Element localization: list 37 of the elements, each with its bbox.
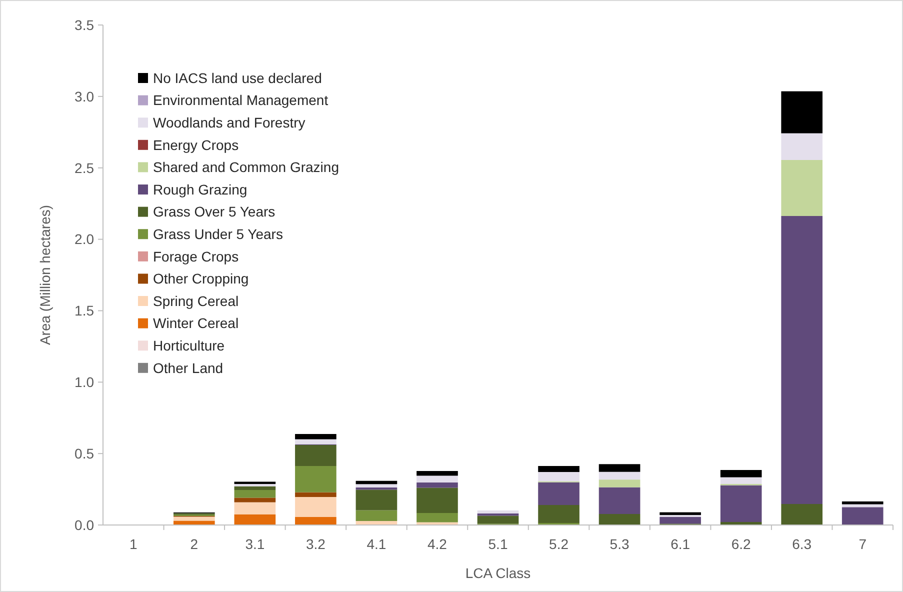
y-tick-label: 1.0 — [74, 374, 94, 390]
legend-label: Other Land — [153, 360, 224, 376]
legend-label: Energy Crops — [153, 136, 239, 153]
x-tick-label: 6.3 — [792, 536, 812, 552]
y-tick-label: 2.5 — [74, 160, 94, 176]
x-tick-label: 3.1 — [245, 536, 265, 552]
x-axis-title: LCA Class — [465, 565, 531, 581]
x-tick-label: 2 — [190, 536, 198, 552]
x-tick-label: 5.1 — [488, 536, 508, 552]
y-axis-title: Area (Million hectares) — [37, 204, 53, 346]
x-tick-label: 6.2 — [731, 536, 752, 552]
x-tick-label: 4.1 — [366, 536, 386, 552]
y-tick-label: 1.5 — [74, 302, 94, 319]
legend-label: Forage Crops — [153, 248, 239, 264]
legend-label: Woodlands and Forestry — [153, 114, 306, 130]
x-tick-label: 5.2 — [549, 536, 569, 552]
x-tick-label: 1 — [129, 536, 138, 552]
x-tick-label: 6.1 — [670, 536, 690, 552]
legend-label: Shared and Common Grazing — [153, 159, 339, 176]
y-tick-label: 3.5 — [74, 16, 94, 33]
legend-label: Environmental Management — [153, 92, 328, 108]
y-tick-label: 3.0 — [74, 88, 94, 104]
x-tick-label: 4.2 — [427, 536, 448, 552]
y-tick-label: 0.0 — [74, 516, 94, 533]
legend-label: Horticulture — [153, 338, 225, 354]
x-tick-label: 3.2 — [306, 536, 326, 552]
y-tick-label: 2.0 — [74, 231, 94, 248]
legend-label: No IACS land use declared — [153, 70, 322, 86]
legend-label: Other Cropping — [153, 270, 249, 287]
y-tick-label: 0.5 — [74, 445, 94, 462]
legend-label: Spring Cereal — [153, 292, 239, 309]
legend-label: Grass Over 5 Years — [153, 204, 276, 220]
x-tick-label: 7 — [858, 536, 867, 552]
legend-label: Winter Cereal — [153, 315, 239, 332]
x-tick-label: 5.3 — [610, 536, 630, 552]
legend-label: Rough Grazing — [153, 181, 248, 198]
legend-label: Grass Under 5 Years — [153, 226, 283, 242]
